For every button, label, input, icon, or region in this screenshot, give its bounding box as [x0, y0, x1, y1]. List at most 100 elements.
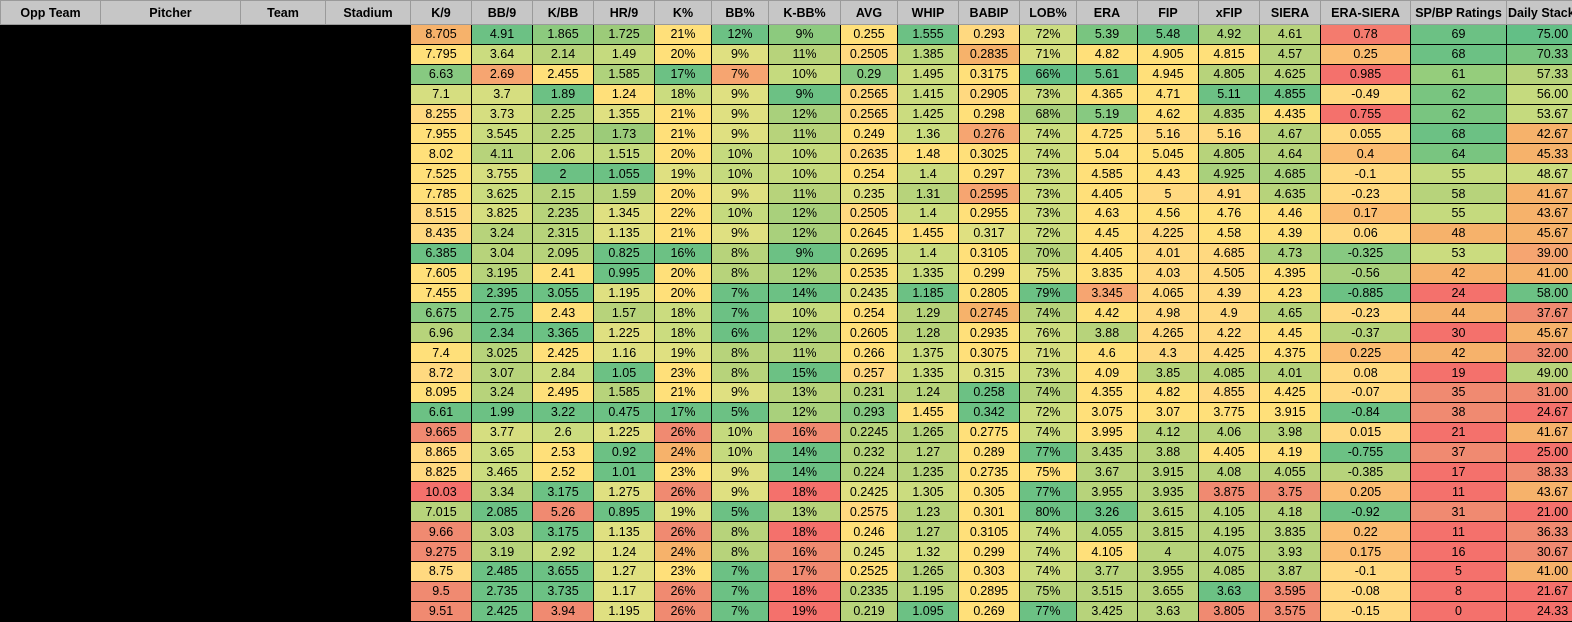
- table-row[interactable]: Pirates Robert Stephenson Reds Cincy 8.705 4.…: [0, 24, 1572, 45]
- table-row[interactable]: Brewers Kenta Maeda Dodgers Dodgers 9.51 2.42…: [0, 600, 1572, 622]
- cell-kpct: 24%: [654, 441, 712, 463]
- cell-stadium: Miami: [325, 103, 411, 125]
- cell-xfip: 3.805: [1198, 600, 1260, 622]
- table-row[interactable]: Red Sox Jeremy Hellickson Mariners Yankees 6…: [0, 302, 1572, 324]
- column-header-opp_team[interactable]: Opp Team: [0, 0, 101, 25]
- cell-lobpct: 75%: [1019, 461, 1077, 483]
- column-header-sp_bp[interactable]: SP/BP Ratings: [1410, 0, 1507, 25]
- cell-opp_team: Red Sox: [0, 302, 101, 324]
- table-row[interactable]: Blue Jays Bartolo Colon Twins Toronto 6.63 2.…: [0, 63, 1572, 85]
- table-row[interactable]: Nationals Jacob deGrom Mets Washington 10.03…: [0, 481, 1572, 503]
- column-header-pitcher[interactable]: Pitcher: [100, 0, 241, 25]
- column-header-kbb[interactable]: K/BB: [532, 0, 594, 25]
- table-row[interactable]: Athletics A.J. Griffin Rangers Oakland 7.955…: [0, 123, 1572, 145]
- cell-whip: 1.415: [897, 83, 959, 105]
- cell-bbpct: 12%: [711, 24, 769, 45]
- cell-kpct: 20%: [654, 282, 712, 304]
- cell-kbbpct: 10%: [768, 302, 841, 324]
- cell-daily_stack: 41.67: [1506, 421, 1572, 443]
- table-row[interactable]: Twins J.A. Happ Blue Jays Toronto 9.275 3.19 2…: [0, 541, 1572, 563]
- cell-bbpct: 7%: [711, 600, 769, 622]
- column-header-babip[interactable]: BABIP: [958, 0, 1020, 25]
- table-row[interactable]: Yankees Ariel Miranda Mariners Yankees 8.095…: [0, 382, 1572, 403]
- cell-k9: 8.72: [410, 362, 472, 384]
- table-row[interactable]: Diamondbacks Ty Blach Giants Arizona 6.385 3.…: [0, 242, 1572, 264]
- table-row[interactable]: Cardinals Jake Odorizzi Rays St. Louis 7.785…: [0, 183, 1572, 205]
- table-row[interactable]: Tigers Miguel Gonzalez White Sox White Sox 7…: [0, 83, 1572, 105]
- table-row[interactable]: Giants Zack Greinke Diamondbacks Arizona 9.5…: [0, 580, 1572, 602]
- table-row[interactable]: Reds Ivan Nova Pirates Cincy 6.96 2.34 3.365 1.…: [0, 322, 1572, 344]
- cell-era: 4.63: [1076, 203, 1138, 224]
- table-row[interactable]: Reds A.J. Cole Nationals Washington 8.02 4.11…: [0, 143, 1572, 165]
- table-row[interactable]: Braves Chad Kuhl Pirates Atlanta 7.015 2.085 5…: [0, 501, 1572, 523]
- table-row[interactable]: Orioles Rick Porcello Red Sox Boston 8.75 2.4…: [0, 561, 1572, 582]
- cell-team: Pirates: [240, 501, 326, 523]
- column-header-avg[interactable]: AVG: [840, 0, 898, 25]
- column-header-stadium[interactable]: Stadium: [325, 0, 411, 25]
- cell-fip: 4.01: [1137, 242, 1199, 264]
- table-row[interactable]: Rangers Kendall Graveman Athletics Oakland 7…: [0, 342, 1572, 364]
- table-row[interactable]: Indians Jason Vargas Royals Cleveland 7.605 3…: [0, 262, 1572, 284]
- cell-fip: 4.265: [1137, 322, 1199, 344]
- column-header-daily_stack[interactable]: Daily Stack Avg: [1506, 0, 1572, 25]
- cell-bb9: 2.75: [471, 302, 533, 324]
- column-header-k9[interactable]: K/9: [410, 0, 472, 25]
- cell-kbb: 2.15: [532, 183, 594, 205]
- cell-era: 4.355: [1076, 382, 1138, 403]
- column-header-fip[interactable]: FIP: [1137, 0, 1199, 25]
- cell-daily_stack: 43.67: [1506, 203, 1572, 224]
- cell-pitcher: Jose Quintana: [100, 421, 241, 443]
- column-header-era_siera[interactable]: ERA-SIERA: [1320, 0, 1411, 25]
- column-header-kpct[interactable]: K%: [654, 0, 712, 25]
- table-row[interactable]: Rays Michael Wacha Cardinals St. Louis 8.72 3…: [0, 362, 1572, 384]
- column-header-bb9[interactable]: BB/9: [471, 0, 533, 25]
- cell-fip: 4.98: [1137, 302, 1199, 324]
- cell-era_siera: 0.985: [1320, 63, 1411, 85]
- cell-avg: 0.249: [840, 123, 898, 145]
- cell-pitcher: Jacob deGrom: [100, 481, 241, 503]
- column-header-team[interactable]: Team: [240, 0, 326, 25]
- cell-bbpct: 8%: [711, 541, 769, 563]
- cell-babip: 0.3105: [958, 242, 1020, 264]
- table-row[interactable]: Marlins Travis Wood Padres Miami 8.255 3.73 2.…: [0, 103, 1572, 125]
- column-header-bbpct[interactable]: BB%: [711, 0, 769, 25]
- column-header-xfip[interactable]: xFIP: [1198, 0, 1260, 25]
- cell-team: Astros: [240, 521, 326, 543]
- table-row[interactable]: Angels Collin McHugh Astros Angels 9.66 3.03 3…: [0, 521, 1572, 543]
- table-row[interactable]: White Sox Justin Verlander Tigers White Sox…: [0, 203, 1572, 224]
- table-row[interactable]: Royals Ryan Merritt Indians Cleveland 6.61 1.…: [0, 401, 1572, 423]
- column-header-era[interactable]: ERA: [1076, 0, 1138, 25]
- cell-fip: 3.07: [1137, 401, 1199, 423]
- cell-avg: 0.2565: [840, 83, 898, 105]
- cell-pitcher: Travis Wood: [100, 103, 241, 125]
- table-row[interactable]: Mariners CC Sabathia Yankees Yankees 8.825 3.…: [0, 461, 1572, 483]
- table-row[interactable]: Phillies Jose Quintana Cubs Philly 9.665 3.77…: [0, 421, 1572, 443]
- cell-whip: 1.335: [897, 262, 959, 284]
- column-header-lobpct[interactable]: LOB%: [1019, 0, 1077, 25]
- cell-bbpct: 9%: [711, 83, 769, 105]
- column-header-hr9[interactable]: HR/9: [593, 0, 655, 25]
- cell-team: Cardinals: [240, 362, 326, 384]
- table-row[interactable]: Rockies Julio Teheran Braves Atlanta 7.795 3.…: [0, 43, 1572, 65]
- cell-era: 3.435: [1076, 441, 1138, 463]
- column-header-siera[interactable]: SIERA: [1259, 0, 1321, 25]
- cell-fip: 4.12: [1137, 421, 1199, 443]
- cell-hr9: 1.135: [593, 222, 655, 244]
- cell-xfip: 5.16: [1198, 123, 1260, 145]
- cell-team: Tigers: [240, 203, 326, 224]
- cell-opp_team: Giants: [0, 580, 101, 602]
- cell-stadium: Philly: [325, 222, 411, 244]
- cell-pitcher: Miguel Gonzalez: [100, 83, 241, 105]
- cell-babip: 0.269: [958, 600, 1020, 622]
- cell-bbpct: 9%: [711, 183, 769, 205]
- cell-bbpct: 9%: [711, 481, 769, 503]
- table-row[interactable]: Cubs Jerad Eickhoff Phillies Philly 8.435 3.2…: [0, 222, 1572, 244]
- column-header-whip[interactable]: WHIP: [897, 0, 959, 25]
- table-row[interactable]: Padres Adam Conley Marlins Miami 7.525 3.755 2…: [0, 163, 1572, 185]
- cell-lobpct: 72%: [1019, 222, 1077, 244]
- table-row[interactable]: Dodgers Chase Anderson Brewers Dodgers 8.865…: [0, 441, 1572, 463]
- cell-avg: 0.266: [840, 342, 898, 364]
- column-header-kbbpct[interactable]: K-BB%: [768, 0, 841, 25]
- cell-kbb: 3.94: [532, 600, 594, 622]
- table-row[interactable]: Astros Parker Bridwell Angels Angels 7.455 2.…: [0, 282, 1572, 304]
